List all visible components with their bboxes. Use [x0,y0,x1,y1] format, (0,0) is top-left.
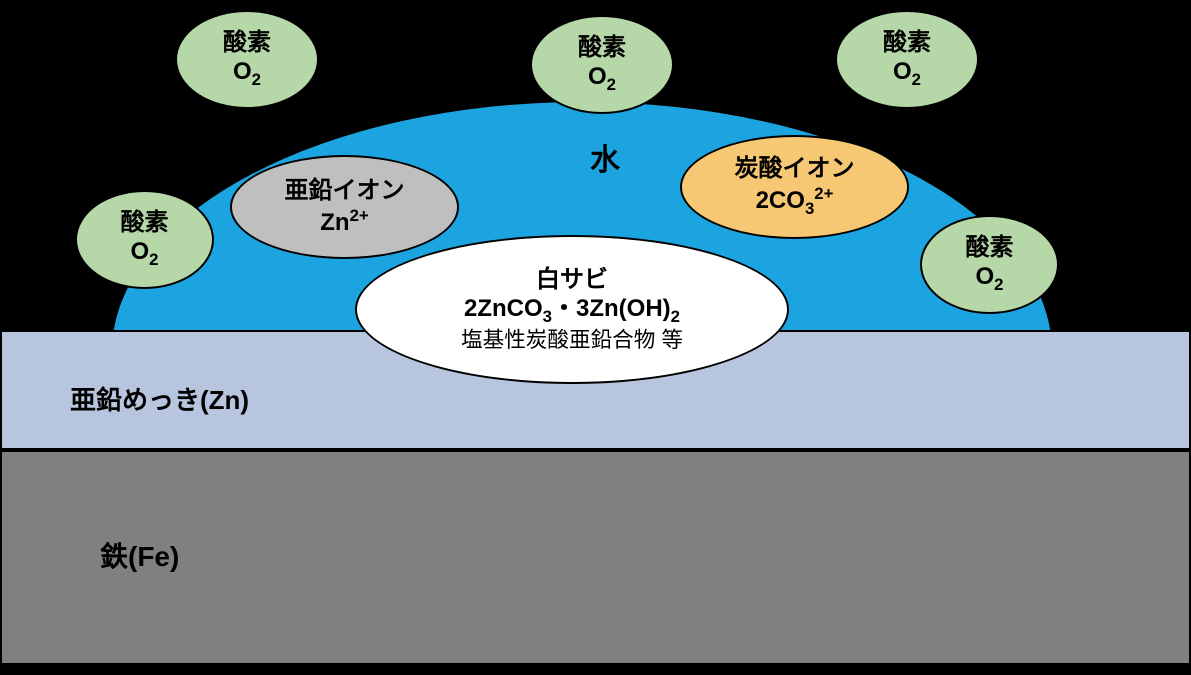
oxygen-node-1-label-main: 酸素 [578,34,626,63]
oxygen-node-3-label-main: 酸素 [121,209,169,238]
oxygen-node-0-label-formula: O2 [233,58,261,90]
carbonate-ion-node-label-formula: 2CO32+ [756,184,834,219]
zinc-ion-node: 亜鉛イオンZn2+ [230,155,459,259]
oxygen-node-3-label-formula: O2 [130,238,158,270]
white-rust-node-label-formula: 2ZnCO3・3Zn(OH)2 [464,295,680,327]
oxygen-node-4-label-main: 酸素 [966,234,1014,263]
water-label: 水 [590,135,620,179]
white-rust-node: 白サビ2ZnCO3・3Zn(OH)2塩基性炭酸亜鉛合物 等 [355,235,789,384]
zinc-ion-node-label-main: 亜鉛イオン [285,177,405,206]
oxygen-node-2: 酸素O2 [835,10,979,109]
iron-layer-label: 鉄(Fe) [100,535,179,575]
oxygen-node-0-label-main: 酸素 [223,29,271,58]
zinc-ion-node-label-formula: Zn2+ [320,206,368,238]
white-rust-node-label-main: 白サビ [536,266,608,295]
oxygen-node-3: 酸素O2 [75,190,214,289]
carbonate-ion-node-label-main: 炭酸イオン [735,155,855,184]
oxygen-node-2-label-main: 酸素 [883,29,931,58]
oxygen-node-1-label-formula: O2 [588,63,616,95]
oxygen-node-4-label-formula: O2 [975,263,1003,295]
oxygen-node-0: 酸素O2 [175,10,319,109]
white-rust-node-label-sub: 塩基性炭酸亜鉛合物 等 [461,327,683,353]
oxygen-node-4: 酸素O2 [920,215,1059,314]
carbonate-ion-node: 炭酸イオン2CO32+ [680,135,909,239]
oxygen-node-2-label-formula: O2 [893,58,921,90]
zinc-layer-label: 亜鉛めっき(Zn) [70,380,249,417]
oxygen-node-1: 酸素O2 [530,15,674,114]
